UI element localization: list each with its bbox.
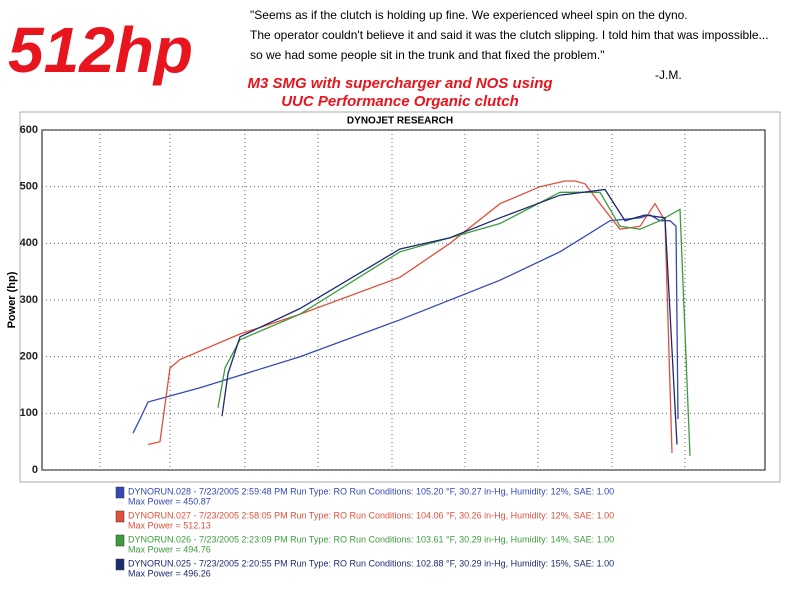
legend-entry: DYNORUN.028 - 7/23/2005 2:59:48 PM Run T… [128, 486, 614, 496]
series-line [147, 180, 673, 454]
subtitle: M3 SMG with supercharger and NOS using [247, 75, 552, 92]
series-line [217, 191, 691, 456]
y-tick-label: 200 [20, 351, 38, 363]
y-tick-label: 400 [20, 237, 38, 249]
quote-author: -J.M. [655, 68, 682, 82]
series-line [221, 188, 678, 445]
chart-frame [19, 111, 781, 483]
y-tick-label: 100 [20, 407, 38, 419]
y-tick-label: 0 [32, 464, 38, 476]
legend-max-power: Max Power = 512.13 [128, 520, 211, 530]
y-axis-label: Power (hp) [6, 271, 18, 328]
quote-line: The operator couldn't believe it and sai… [250, 28, 769, 42]
quote-line: "Seems as if the clutch is holding up fi… [250, 8, 688, 22]
legend-swatch [115, 486, 125, 499]
legend-entry: DYNORUN.026 - 7/23/2005 2:23:09 PM Run T… [128, 534, 614, 544]
legend-swatch [115, 510, 125, 523]
quote-line: so we had some people sit in the trunk a… [250, 48, 604, 62]
y-tick-label: 600 [20, 124, 38, 136]
legend-max-power: Max Power = 450.87 [128, 496, 211, 506]
legend-swatch [115, 534, 125, 547]
x-grid [99, 130, 686, 470]
legend-swatch [115, 558, 125, 571]
series-line [132, 214, 679, 434]
legend-entry: DYNORUN.025 - 7/23/2005 2:20:55 PM Run T… [128, 558, 614, 568]
y-tick-label: 300 [20, 294, 38, 306]
headline: 512hp [8, 14, 193, 86]
legend-max-power: Max Power = 496.26 [128, 568, 211, 578]
y-tick-label: 500 [20, 181, 38, 193]
legend-entry: DYNORUN.027 - 7/23/2005 2:58:05 PM Run T… [128, 510, 614, 520]
chart-title: DYNOJET RESEARCH [347, 116, 453, 127]
subtitle: UUC Performance Organic clutch [281, 93, 519, 110]
legend-max-power: Max Power = 494.76 [128, 544, 211, 554]
